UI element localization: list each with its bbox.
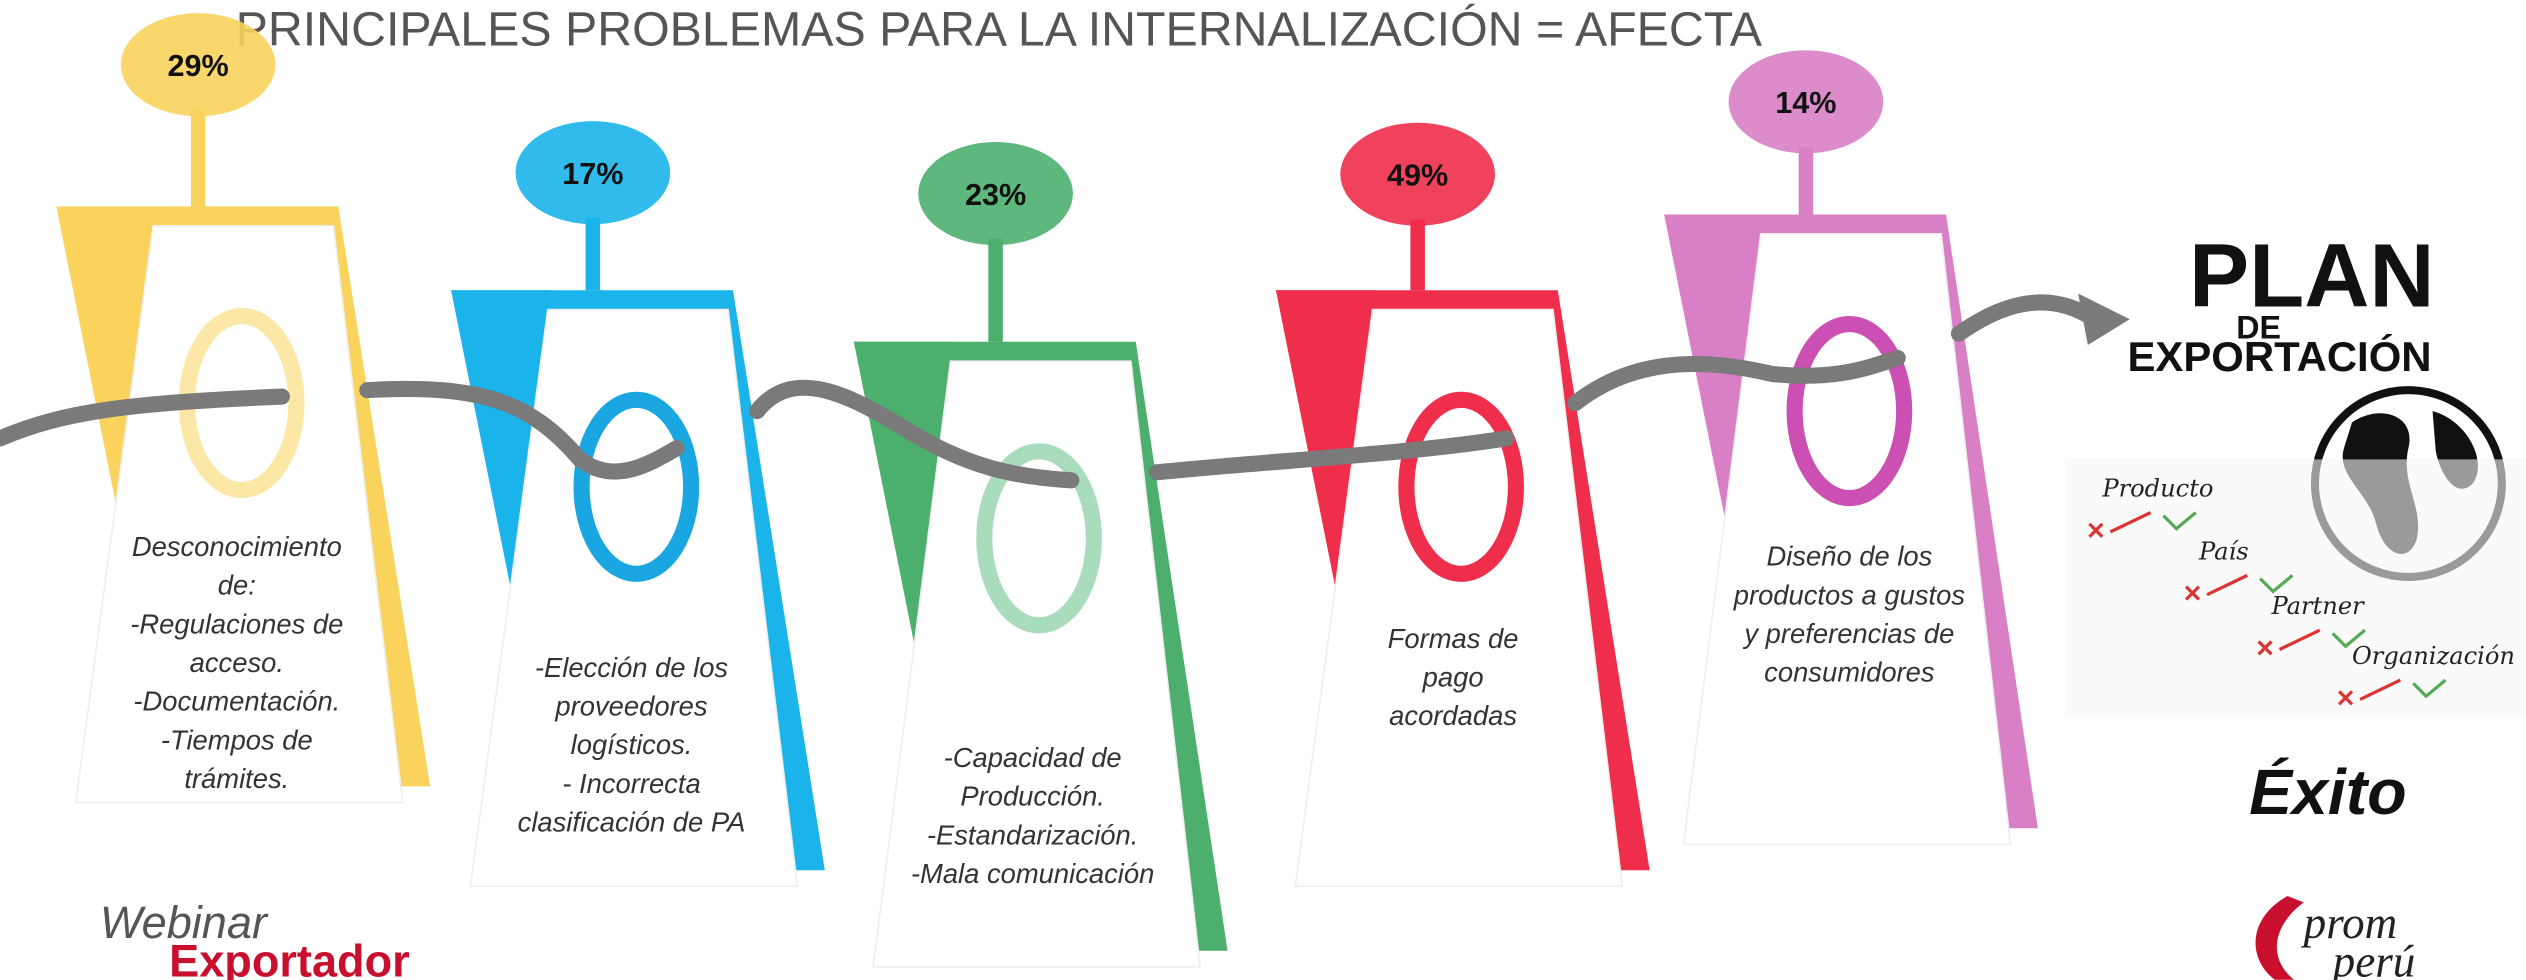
percent: 17% <box>562 157 623 191</box>
balloon <box>515 121 671 225</box>
cross-mark <box>2088 511 2152 538</box>
logo: prom perú <box>2255 895 2416 980</box>
item-line: -Capacidad de <box>944 742 1122 773</box>
check-mark <box>2162 511 2197 531</box>
plan-exportacion: EXPORTACIÓN <box>2128 332 2432 380</box>
item-line: de: <box>218 570 256 601</box>
item: 29% Desconocimiento de: -Regulaciones de acc… <box>56 13 431 804</box>
cross-mark <box>2184 573 2248 601</box>
panel <box>469 308 799 888</box>
exportador: Exportador <box>169 936 410 980</box>
item: 23% -Capacidad de Producción. -Estandarizac… <box>853 142 1228 968</box>
checklist: Producto País Partner Organización <box>2088 474 2515 706</box>
panel <box>872 360 1202 968</box>
item-line: productos a gustos <box>1733 579 1966 610</box>
plan-de: DE <box>2236 310 2281 346</box>
percent: 49% <box>1387 159 1448 193</box>
item-line: acceso. <box>190 647 284 678</box>
item-line: proveedores <box>554 691 707 722</box>
panel <box>74 224 404 804</box>
item-line: -Mala comunicación <box>911 858 1154 889</box>
checklist-bg <box>2065 459 2526 718</box>
path-line <box>0 294 2103 489</box>
item-line: clasificación de PA <box>518 807 746 838</box>
item-line: -Regulaciones de <box>130 608 343 639</box>
item-line: pago <box>1422 662 1484 693</box>
ring <box>1398 391 1524 582</box>
balloon <box>120 13 276 117</box>
ring <box>573 391 700 582</box>
item: 14% Diseño de los productos a gustos y pref… <box>1664 50 2038 846</box>
panel <box>1682 233 2012 846</box>
item: 17% -Elección de los proveedores logísticos… <box>451 121 825 888</box>
balloon <box>1340 122 1495 226</box>
item-line: -Documentación. <box>133 686 340 717</box>
panel-triangle <box>1664 214 1765 537</box>
result: Éxito <box>2249 756 2407 828</box>
check-mark <box>2259 574 2294 594</box>
item-line: acordadas <box>1389 700 1517 731</box>
percent: 14% <box>1775 86 1836 120</box>
balloon <box>1728 50 1884 154</box>
item-line: consumidores <box>1764 657 1935 688</box>
balloon <box>918 142 1073 246</box>
item-line: Formas de <box>1388 623 1519 654</box>
logo-bottom: perú <box>2330 937 2416 980</box>
checklist-item: País <box>2198 537 2249 565</box>
cross-mark <box>2257 628 2321 656</box>
item-line: y preferencias de <box>1742 618 1954 649</box>
item: 49% Formas de pago acordadas <box>1275 122 1650 888</box>
item-line: -Tiempos de <box>161 724 313 755</box>
checklist-item: Partner <box>2270 592 2365 620</box>
logo-top: prom <box>2301 898 2398 948</box>
plan-title: PLAN <box>2189 225 2435 326</box>
arrow-head <box>2078 293 2130 346</box>
item-line: Diseño de los <box>1766 541 1932 572</box>
checklist-item: Organización <box>2352 642 2515 670</box>
percent: 23% <box>965 178 1026 212</box>
item-line: Desconocimiento <box>132 531 342 562</box>
item-line: -Estandarización. <box>927 819 1139 850</box>
item-line: Producción. <box>960 781 1105 812</box>
ring <box>976 443 1102 634</box>
item-line: - Incorrecta <box>562 768 700 799</box>
cross-mark <box>2337 678 2402 706</box>
check-mark <box>2331 628 2366 649</box>
webinar: Webinar <box>100 897 269 948</box>
title: PRINCIPALES PROBLEMAS PARA LA INTERNALIZ… <box>236 2 1763 56</box>
panel-triangle <box>451 290 551 613</box>
check-mark <box>2412 678 2447 699</box>
item-line: trámites. <box>184 763 289 794</box>
items: 29% Desconocimiento de: -Regulaciones de acc… <box>56 13 2038 968</box>
percent: 29% <box>168 49 229 83</box>
item-line: -Elección de los <box>535 652 729 683</box>
panel-triangle <box>56 206 157 529</box>
item-line: logísticos. <box>571 729 693 760</box>
ring <box>1786 316 1913 507</box>
checklist-item: Producto <box>2101 474 2213 502</box>
